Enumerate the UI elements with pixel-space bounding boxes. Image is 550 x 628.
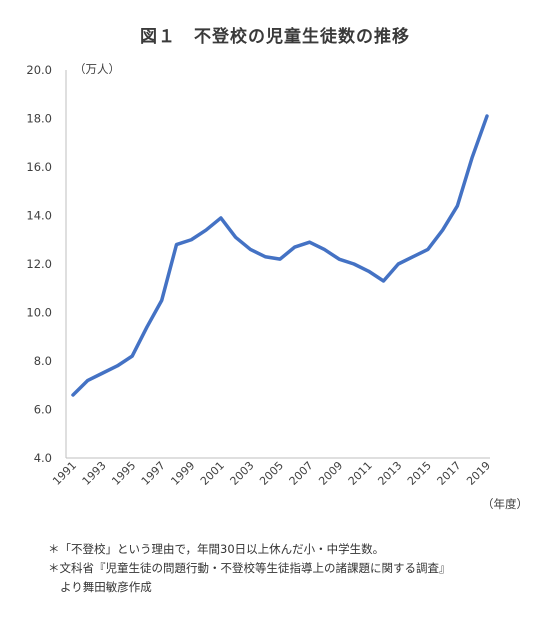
x-tick-label: 1993 — [80, 459, 109, 488]
y-tick-label: 18.0 — [26, 112, 52, 126]
x-tick-label: 1995 — [109, 459, 138, 488]
x-tick-label: 2005 — [257, 459, 286, 488]
figure-title-text: 不登校の児童生徒数の推移 — [194, 27, 410, 47]
x-tick-label: 2015 — [405, 459, 434, 488]
y-tick-label: 12.0 — [26, 257, 52, 271]
x-tick-label: 1991 — [50, 459, 79, 488]
y-tick-label: 20.0 — [26, 63, 52, 77]
x-tick-label: 2013 — [375, 459, 404, 488]
x-tick-label: 2003 — [228, 459, 257, 488]
y-tick-label: 16.0 — [26, 160, 52, 174]
series-line — [71, 114, 489, 397]
chart-notes: ＊「不登校」という理由で，年間30日以上休んだ小・中学生数。 ＊文科省『児童生徒… — [48, 540, 451, 597]
note-author: より舞田敏彦作成 — [60, 580, 152, 594]
note-definition: ＊「不登校」という理由で，年間30日以上休んだ小・中学生数。 — [48, 542, 385, 556]
y-axis-ticks: 4.0 6.0 8.0 10.0 12.0 14.0 16.0 18.0 20.0 — [26, 63, 52, 465]
x-axis-label: （年度） — [482, 497, 528, 511]
x-tick-label: 2009 — [316, 459, 345, 488]
chart-title: 図１ 不登校の児童生徒数の推移 — [0, 22, 550, 47]
y-tick-label: 4.0 — [34, 451, 52, 465]
y-tick-label: 14.0 — [26, 209, 52, 223]
series — [71, 114, 489, 397]
x-tick-label: 2017 — [435, 459, 464, 488]
x-tick-label: 1997 — [139, 459, 168, 488]
x-tick-label: 2007 — [287, 459, 316, 488]
y-tick-label: 8.0 — [34, 354, 52, 368]
y-axis-label: （万人） — [74, 62, 120, 76]
axes — [65, 70, 490, 459]
x-tick-label: 2019 — [464, 459, 493, 488]
x-tick-label: 1999 — [168, 459, 197, 488]
y-tick-label: 6.0 — [34, 403, 52, 417]
figure-label: 図１ — [140, 27, 176, 47]
y-tick-label: 10.0 — [26, 306, 52, 320]
x-tick-label: 2001 — [198, 459, 227, 488]
note-source: ＊文科省『児童生徒の問題行動・不登校等生徒指導上の諸課題に関する調査』 — [48, 561, 451, 575]
x-axis-ticks: 1991 1993 1995 1997 1999 2001 2003 2005 2007 2009… — [50, 459, 493, 488]
x-tick-label: 2011 — [346, 459, 375, 488]
